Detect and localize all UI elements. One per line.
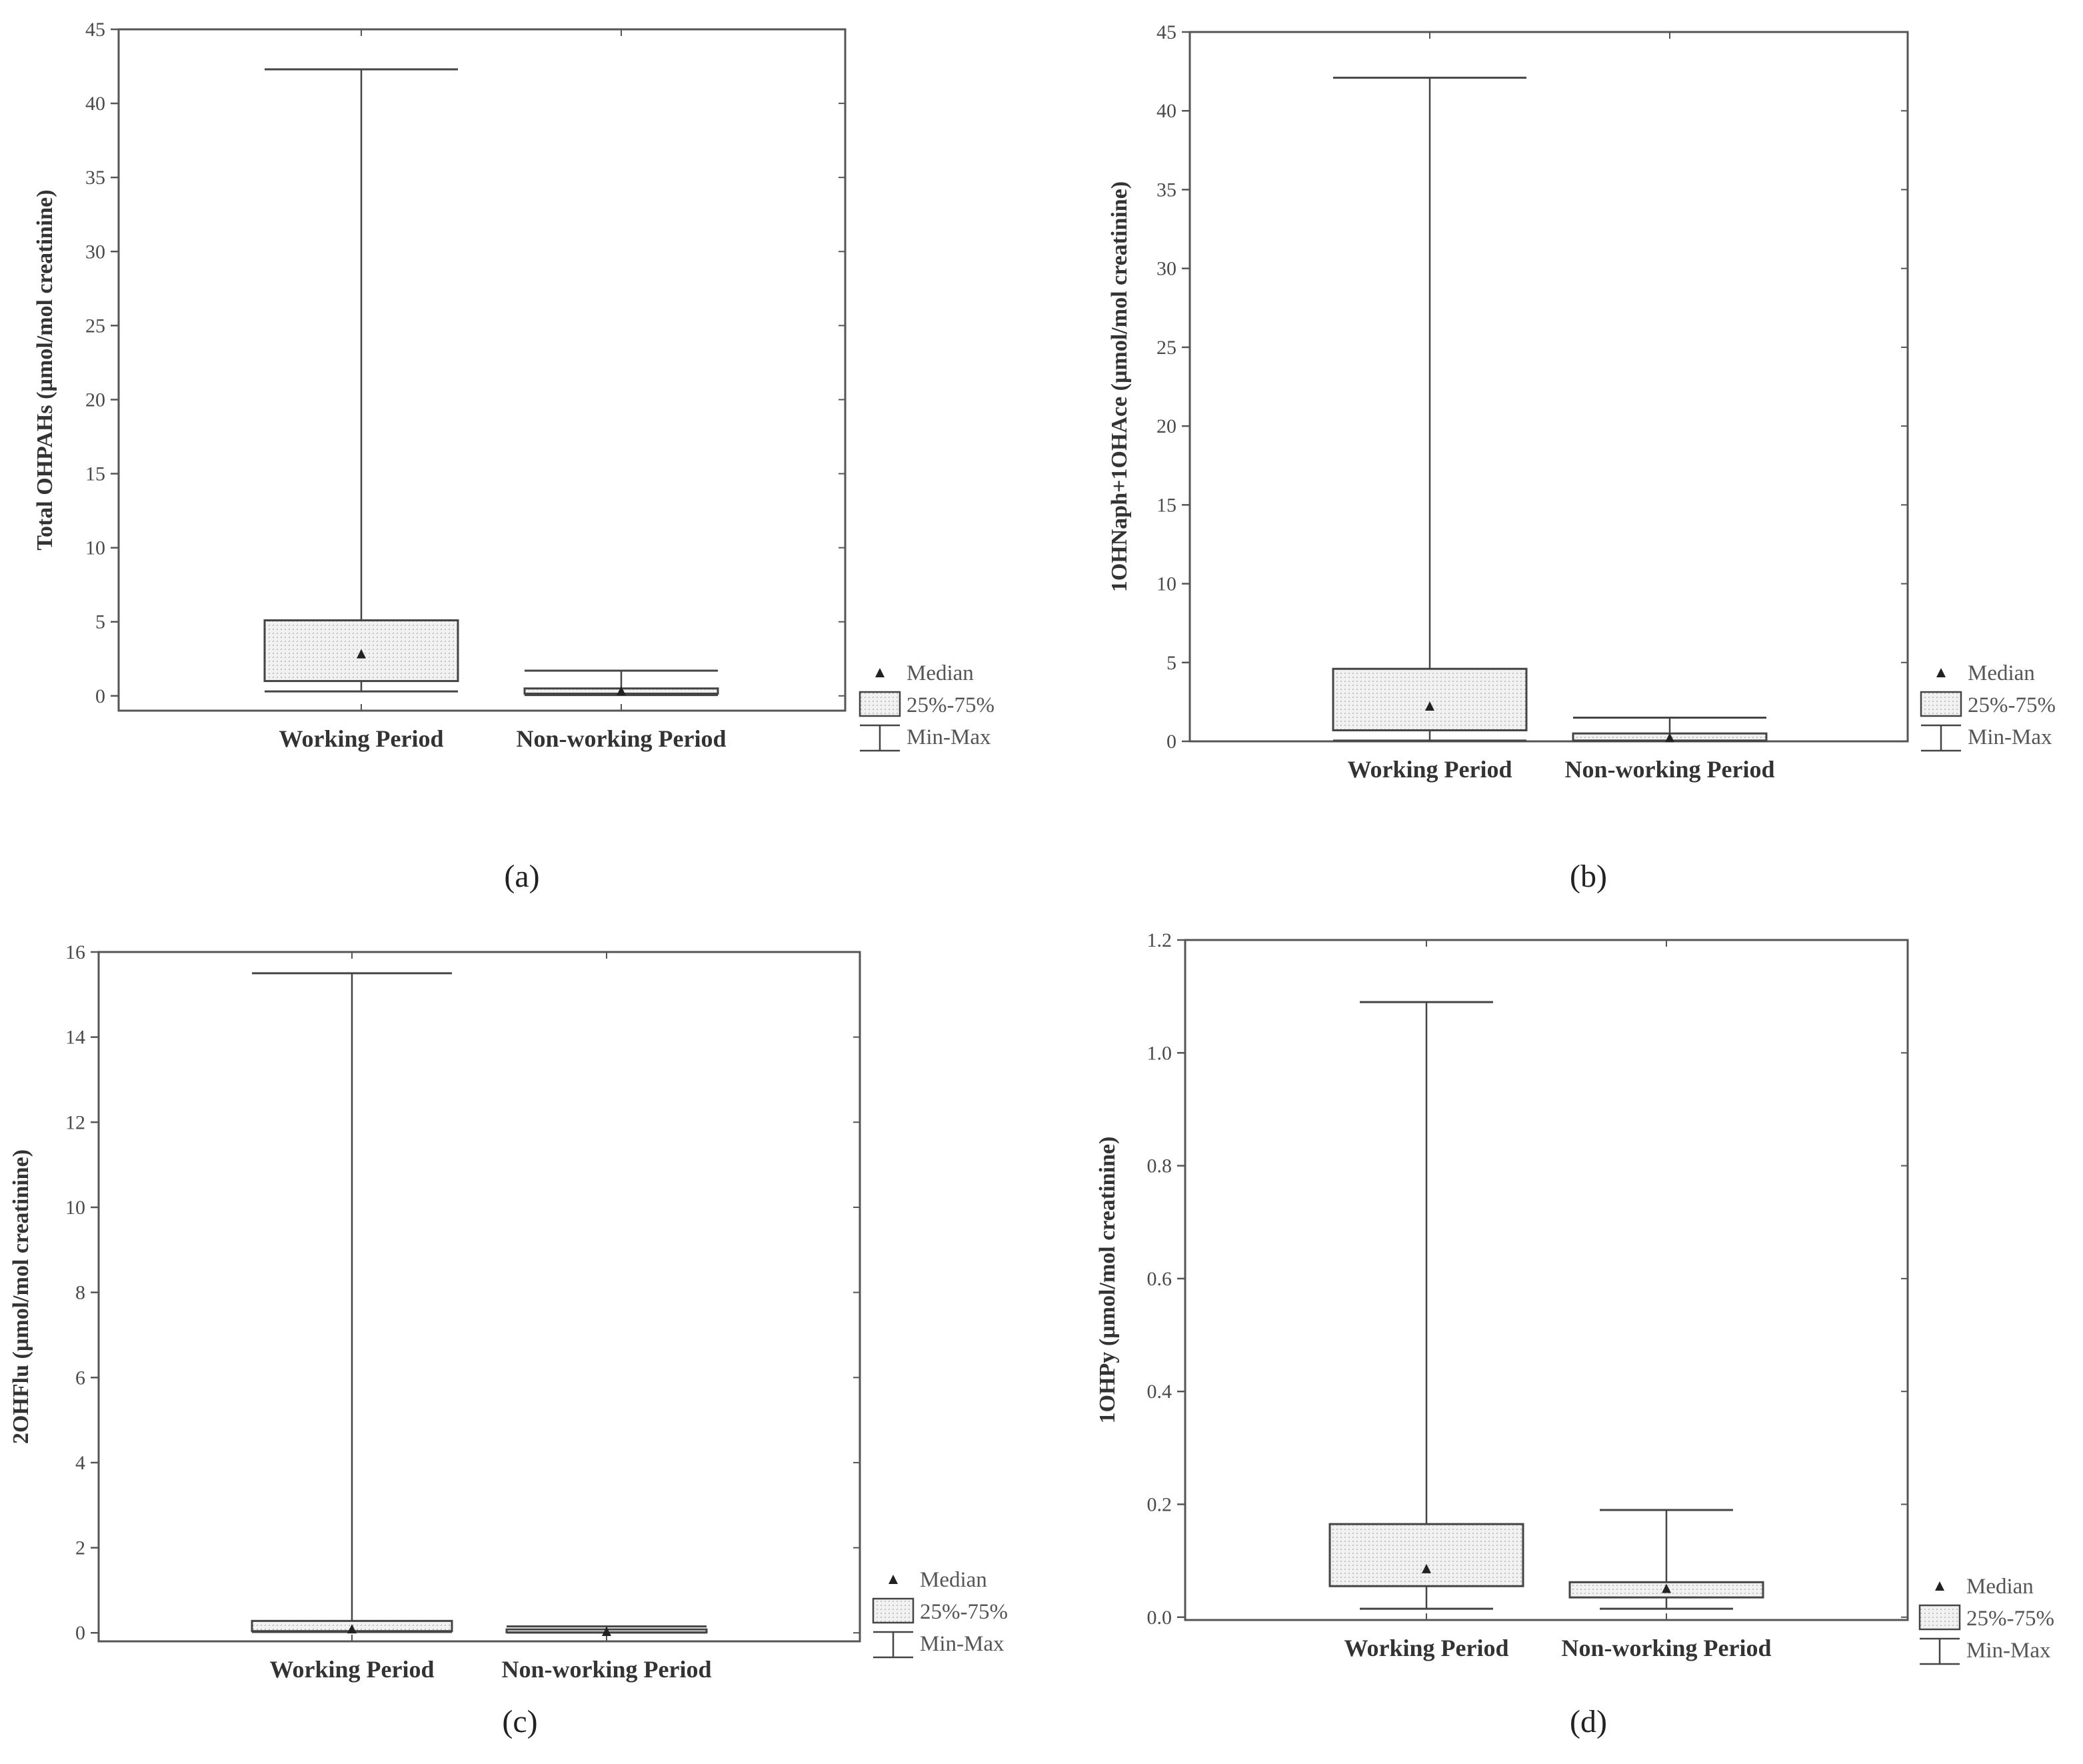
y-tick-label: 35 <box>1156 179 1176 201</box>
y-tick-label: 0.0 <box>1147 1607 1172 1629</box>
x-category-label: Working Period <box>1347 756 1512 783</box>
y-tick-label: 20 <box>1156 415 1176 437</box>
legend-median-label: Median <box>907 661 974 685</box>
x-category-label: Non-working Period <box>502 1656 712 1683</box>
iqr-box <box>1332 667 1528 731</box>
y-tick-label: 30 <box>85 241 105 263</box>
x-category-label: Non-working Period <box>1562 1635 1772 1661</box>
y-tick-label: 1.2 <box>1147 929 1172 951</box>
plot-frame <box>117 28 847 712</box>
panel-label: (d) <box>1570 1704 1607 1739</box>
y-tick-label: 0 <box>1166 731 1176 753</box>
legend-median-marker <box>1936 668 1946 677</box>
legend-box-label: 25%-75% <box>1966 1607 2054 1631</box>
y-tick-label: 40 <box>1156 100 1176 122</box>
median-marker <box>347 1624 357 1634</box>
panel-label: (c) <box>502 1704 537 1739</box>
plot-frame <box>1184 939 1909 1621</box>
y-tick-label: 10 <box>65 1197 85 1219</box>
plot-frame <box>97 951 861 1643</box>
legend-whisker-label: Min-Max <box>920 1632 1005 1656</box>
chart-panel: 0 5 10 15 20 25 30 35 40 45 1OHNaph+1OHAce (µmol/m… <box>1107 21 2056 894</box>
median-marker <box>617 686 626 696</box>
panel-label: (a) <box>504 859 539 894</box>
y-tick-label: 1.0 <box>1147 1042 1172 1064</box>
y-tick-label: 0.6 <box>1147 1268 1172 1290</box>
median-marker <box>1425 701 1434 711</box>
median-marker <box>1422 1563 1431 1573</box>
y-tick-label: 0.4 <box>1147 1381 1172 1403</box>
legend: Median 25%-75% Min-Max <box>872 1568 1008 1659</box>
y-tick-label: 30 <box>1156 258 1176 280</box>
chart-panel: 0 5 10 15 20 25 30 35 40 45 Total OHPAHs (µmol/mol… <box>33 19 995 894</box>
legend-whisker-label: Min-Max <box>1968 725 2052 749</box>
x-category-label: Non-working Period <box>1565 756 1775 783</box>
y-axis-label: 1OHPy (µmol/mol creatinine) <box>1095 1137 1120 1424</box>
y-axis-label: Total OHPAHs (µmol/mol creatinine) <box>33 189 57 550</box>
y-tick-label: 4 <box>75 1452 85 1474</box>
y-tick-label: 6 <box>75 1367 85 1389</box>
legend: Median 25%-75% Min-Max <box>859 661 995 752</box>
y-axis-label: 1OHNaph+1OHAce (µmol/mol creatinine) <box>1107 181 1132 592</box>
median-marker <box>1665 733 1674 743</box>
legend-box-label: 25%-75% <box>920 1600 1008 1624</box>
legend-box-swatch <box>1918 1604 1961 1631</box>
y-tick-label: 16 <box>65 941 85 963</box>
y-tick-label: 2 <box>75 1537 85 1559</box>
legend-median-label: Median <box>1966 1575 2034 1599</box>
y-tick-label: 5 <box>1166 652 1176 674</box>
y-tick-label: 15 <box>1156 494 1176 516</box>
median-marker <box>602 1626 611 1636</box>
y-tick-label: 8 <box>75 1282 85 1304</box>
y-tick-label: 40 <box>85 93 105 115</box>
y-tick-label: 35 <box>85 167 105 189</box>
y-tick-label: 0 <box>95 685 105 707</box>
legend: Median 25%-75% Min-Max <box>1920 661 2056 752</box>
x-category-label: Working Period <box>279 725 443 752</box>
y-tick-label: 15 <box>85 463 105 485</box>
y-axis-label: 2OHFlu (µmol/mol creatinine) <box>9 1149 33 1444</box>
legend-box-label: 25%-75% <box>1968 693 2056 717</box>
chart-panel: 0 2 4 6 8 10 12 14 16 2OHFlu (µmol/mol creatinine… <box>9 941 1008 1739</box>
x-category-label: Working Period <box>1344 1635 1508 1661</box>
chart-panel: 0.0 0.2 0.4 0.6 0.8 1.0 1.2 1OHPy (µmol/mol cre… <box>1095 929 2054 1739</box>
x-category-label: Working Period <box>269 1656 434 1683</box>
median-marker <box>1662 1583 1671 1593</box>
y-tick-label: 45 <box>85 19 105 41</box>
y-tick-label: 10 <box>85 537 105 559</box>
legend-box-label: 25%-75% <box>907 693 995 717</box>
y-tick-label: 0 <box>75 1622 85 1644</box>
y-tick-label: 45 <box>1156 21 1176 43</box>
y-tick-label: 25 <box>85 315 105 337</box>
legend-whisker-label: Min-Max <box>1966 1639 2051 1663</box>
median-marker <box>357 649 366 659</box>
legend-median-marker <box>875 668 885 677</box>
legend-median-label: Median <box>920 1568 987 1592</box>
legend-whisker-label: Min-Max <box>907 725 991 749</box>
y-tick-label: 0.2 <box>1147 1493 1172 1515</box>
y-tick-label: 25 <box>1156 337 1176 359</box>
y-tick-label: 14 <box>65 1027 85 1049</box>
legend-box-swatch <box>872 1597 915 1624</box>
y-tick-label: 0.8 <box>1147 1155 1172 1177</box>
y-tick-label: 5 <box>95 611 105 633</box>
legend: Median 25%-75% Min-Max <box>1918 1575 2054 1665</box>
legend-median-marker <box>889 1575 898 1584</box>
y-tick-label: 10 <box>1156 573 1176 595</box>
y-tick-label: 20 <box>85 389 105 411</box>
iqr-box <box>1328 1523 1524 1587</box>
legend-box-swatch <box>1920 691 1962 717</box>
plot-frame <box>1188 31 1909 743</box>
legend-box-swatch <box>859 691 901 717</box>
x-category-label: Non-working Period <box>517 725 727 752</box>
y-tick-label: 12 <box>65 1111 85 1133</box>
panel-label: (b) <box>1570 859 1607 894</box>
legend-median-marker <box>1935 1581 1944 1591</box>
legend-median-label: Median <box>1968 661 2035 685</box>
